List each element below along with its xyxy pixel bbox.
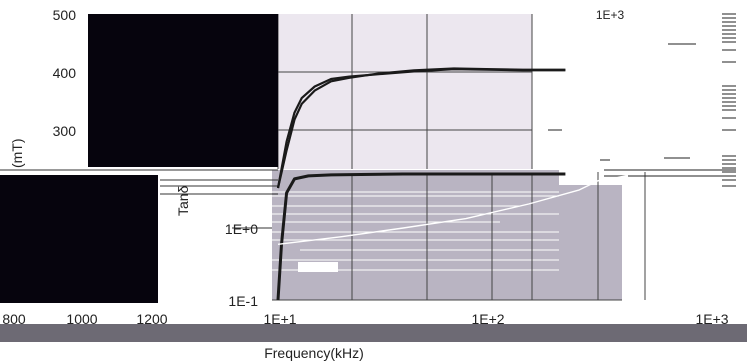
x-tick-1e3: 1E+3 [695,311,728,327]
permeability-curve-2 [276,67,566,189]
y-axis-label-tan: Tanδ [175,185,191,216]
bottom-baseline-bar [0,324,747,342]
x-axis-label: Frequency(kHz) [264,345,364,361]
left-x-tick-1200: 1200 [136,311,167,327]
left-y-tick-400: 400 [53,65,77,81]
lower-stripes [272,191,559,271]
black-occluder-top [88,14,278,167]
black-occluder-bottom [0,175,158,303]
left-y-tick-500: 500 [53,7,77,23]
x-tick-1e2: 1E+2 [471,311,504,327]
upper-plot-background [278,14,532,169]
white-patch [298,262,338,272]
left-x-tick-1000: 1000 [66,311,97,327]
right-top-tick-1e3: 1E+3 [596,8,625,22]
y-tick-1e0: 1E+0 [225,221,258,237]
left-y-axis-label: (mT) [9,138,25,168]
tan-curve-rising [277,175,629,245]
right-tick-stack [548,13,736,187]
lower-grid [272,172,646,301]
lower-plot-background-right [559,185,622,300]
y-tick-1e-1: 1E-1 [228,293,258,309]
left-x-tick-800: 800 [2,311,26,327]
left-y-tick-300: 300 [53,123,77,139]
lower-plot-background [272,170,559,300]
leader-lines [0,169,278,229]
x-tick-1e1: 1E+1 [263,311,296,327]
curve-layer [276,67,629,301]
tan-curve-main [276,172,566,301]
